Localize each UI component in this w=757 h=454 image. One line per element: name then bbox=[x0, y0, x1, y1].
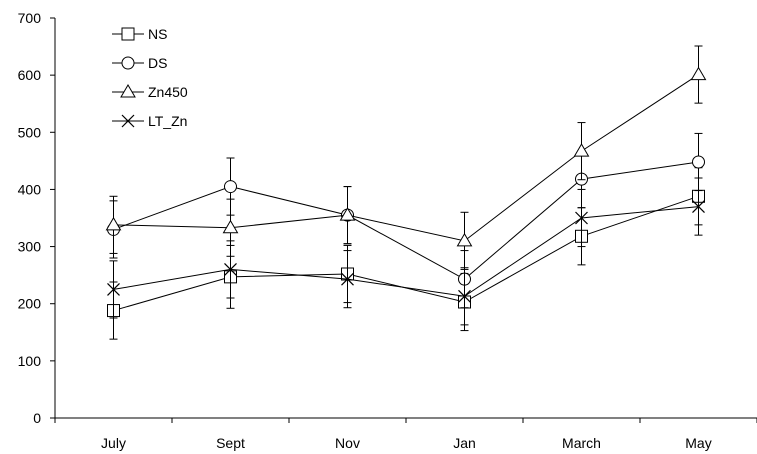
series-ns bbox=[107, 167, 705, 340]
series-line-ds bbox=[113, 161, 699, 280]
legend-marker-ns bbox=[121, 27, 135, 41]
y-tick-label: 100 bbox=[18, 353, 42, 369]
series-ds bbox=[107, 132, 705, 309]
data-point-zn450 bbox=[690, 66, 707, 81]
cross-stroke bbox=[121, 114, 135, 128]
y-tick-label: 500 bbox=[18, 124, 42, 140]
cross-stroke bbox=[692, 200, 705, 213]
legend-item-zn450: Zn450 bbox=[112, 84, 188, 100]
series-line-ns bbox=[113, 195, 699, 312]
x-tick-label: March bbox=[562, 435, 601, 451]
data-point-lt-zn bbox=[224, 263, 237, 276]
legend-label: DS bbox=[148, 55, 167, 71]
cross-stroke bbox=[107, 283, 120, 296]
cross-stroke bbox=[341, 272, 354, 286]
data-point-zn450 bbox=[456, 232, 473, 247]
data-point-lt-zn bbox=[458, 289, 471, 303]
data-point-ds bbox=[692, 155, 705, 169]
data-point-lt-zn bbox=[341, 272, 354, 286]
data-point-lt-zn bbox=[575, 211, 588, 225]
series-line-lt-zn bbox=[113, 206, 699, 297]
x-tick-label: July bbox=[101, 435, 126, 451]
legend-item-ns: NS bbox=[112, 26, 167, 42]
cross-stroke bbox=[575, 211, 588, 225]
y-tick-label: 0 bbox=[33, 410, 41, 426]
data-point-lt-zn bbox=[692, 200, 705, 213]
legend-marker-ds bbox=[121, 56, 135, 70]
data-point-zn450 bbox=[105, 216, 122, 231]
data-point-ds bbox=[224, 180, 237, 194]
x-tick-label: Nov bbox=[335, 435, 360, 451]
y-tick-label: 200 bbox=[18, 296, 42, 312]
data-point-zn450 bbox=[573, 143, 590, 157]
y-tick-label: 400 bbox=[18, 181, 42, 197]
data-point-zn450 bbox=[222, 219, 239, 234]
y-tick-label: 700 bbox=[18, 10, 42, 26]
x-tick-label: Sept bbox=[216, 435, 245, 451]
legend-label: NS bbox=[148, 26, 167, 42]
series-line-zn450 bbox=[113, 74, 699, 242]
x-tick-label: May bbox=[685, 435, 711, 451]
series-zn450 bbox=[105, 45, 707, 270]
x-tick-label: Jan bbox=[453, 435, 476, 451]
legend-label: LT_Zn bbox=[148, 113, 187, 129]
series-lt-zn bbox=[107, 177, 705, 326]
cross-stroke bbox=[458, 289, 471, 303]
legend: NS DS Zn450 LT_Zn bbox=[112, 26, 188, 129]
cross-stroke bbox=[224, 263, 237, 276]
legend-marker-zn450 bbox=[120, 84, 136, 98]
legend-item-ds: DS bbox=[112, 55, 167, 71]
legend-label: Zn450 bbox=[148, 84, 188, 100]
y-tick-label: 600 bbox=[18, 67, 42, 83]
data-point-zn450 bbox=[339, 207, 356, 221]
legend-marker-lt-zn bbox=[121, 114, 135, 128]
y-tick-label: 300 bbox=[18, 239, 42, 255]
legend-item-lt-zn: LT_Zn bbox=[112, 113, 187, 129]
data-point-lt-zn bbox=[107, 283, 120, 296]
